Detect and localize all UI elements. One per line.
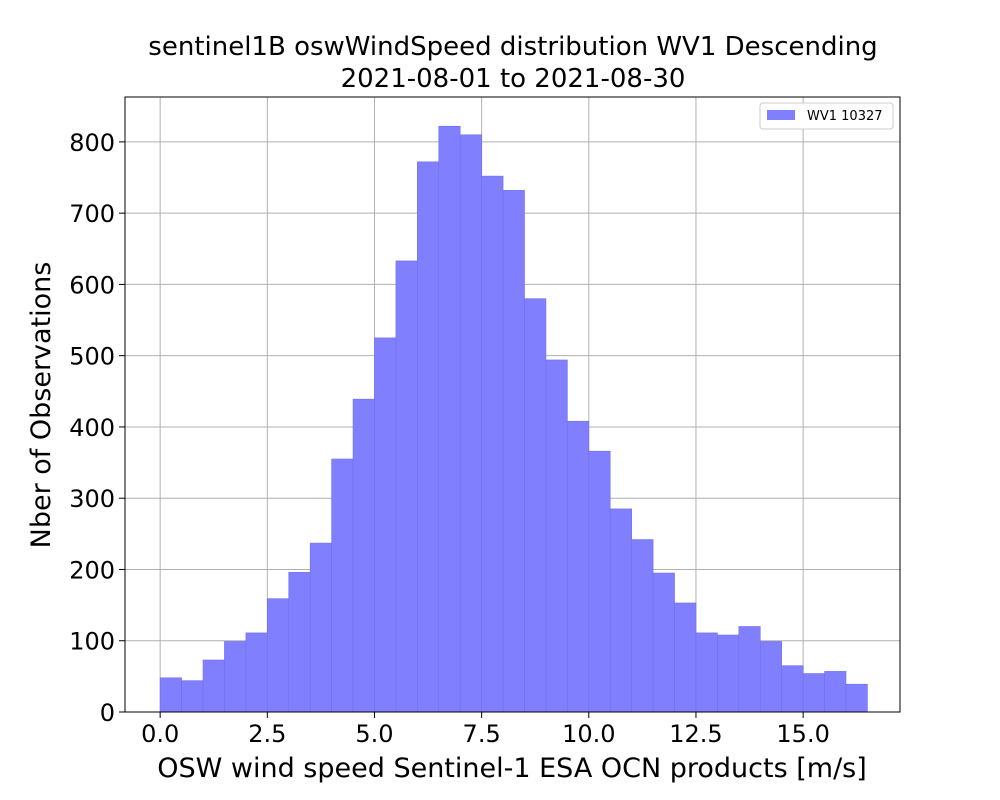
histogram-bar bbox=[781, 665, 804, 713]
legend-swatch bbox=[767, 110, 795, 120]
histogram-bar bbox=[759, 641, 782, 713]
y-tick-label: 300 bbox=[69, 485, 115, 513]
histogram-bar bbox=[159, 677, 182, 713]
x-tick-label: 15.0 bbox=[776, 720, 829, 748]
x-tick-label: 5.0 bbox=[355, 720, 393, 748]
y-tick-label: 500 bbox=[69, 343, 115, 371]
y-tick-label: 0 bbox=[100, 699, 115, 727]
y-axis-label: Nber of Observations bbox=[26, 262, 57, 549]
histogram-bar bbox=[181, 680, 204, 713]
histogram-bar bbox=[674, 602, 697, 713]
histogram-bar bbox=[567, 420, 590, 713]
histogram-bar bbox=[438, 125, 461, 713]
histogram-bar bbox=[502, 190, 525, 713]
x-tick-label: 7.5 bbox=[463, 720, 501, 748]
y-tick-label: 200 bbox=[69, 556, 115, 584]
histogram-bar bbox=[631, 539, 654, 713]
histogram-bar bbox=[202, 659, 225, 713]
y-tick-label: 800 bbox=[69, 129, 115, 157]
histogram-bar bbox=[309, 542, 332, 713]
histogram-bar bbox=[609, 508, 632, 713]
histogram-bar bbox=[652, 572, 675, 713]
histogram-bar bbox=[331, 458, 354, 713]
x-tick-label: 12.5 bbox=[669, 720, 722, 748]
legend-frame bbox=[759, 102, 894, 130]
y-tick-label: 100 bbox=[69, 628, 115, 656]
histogram-bar bbox=[695, 632, 718, 713]
x-axis-label: OSW wind speed Sentinel-1 ESA OCN produc… bbox=[157, 753, 867, 784]
histogram-bars bbox=[159, 125, 868, 713]
chart-subtitle: 2021-08-01 to 2021-08-30 bbox=[341, 64, 686, 94]
axis-ticks: 0.0 2.5 5.0 7.5 10.0 12.5 15.0 0 100 200 300 400 500… bbox=[69, 129, 830, 748]
y-tick-label: 400 bbox=[69, 414, 115, 442]
histogram-bar bbox=[545, 359, 568, 713]
histogram-bar bbox=[588, 450, 611, 713]
histogram-bar bbox=[288, 572, 311, 713]
legend: WV1 10327 bbox=[759, 102, 894, 130]
histogram-bar bbox=[717, 634, 740, 713]
histogram-bar bbox=[845, 683, 868, 713]
y-tick-label: 600 bbox=[69, 271, 115, 299]
histogram-bar bbox=[481, 175, 504, 713]
y-tick-label: 700 bbox=[69, 200, 115, 228]
x-tick-label: 10.0 bbox=[562, 720, 615, 748]
histogram-bar bbox=[459, 134, 482, 713]
histogram-bar bbox=[374, 337, 397, 713]
histogram-bar bbox=[802, 673, 825, 713]
histogram-bar bbox=[224, 641, 247, 713]
histogram-bar bbox=[395, 260, 418, 713]
x-tick-label: 2.5 bbox=[248, 720, 286, 748]
histogram-bar bbox=[417, 161, 440, 713]
legend-label: WV1 10327 bbox=[807, 109, 883, 124]
histogram-bar bbox=[245, 632, 268, 713]
chart-title: sentinel1B oswWindSpeed distribution WV1… bbox=[148, 32, 877, 62]
histogram-bar bbox=[824, 671, 847, 713]
histogram-bar bbox=[352, 398, 375, 713]
histogram-bar bbox=[267, 598, 290, 713]
histogram-bar bbox=[738, 626, 761, 713]
x-tick-label: 0.0 bbox=[141, 720, 179, 748]
plot-frame bbox=[124, 96, 901, 713]
histogram-bar bbox=[524, 298, 547, 713]
